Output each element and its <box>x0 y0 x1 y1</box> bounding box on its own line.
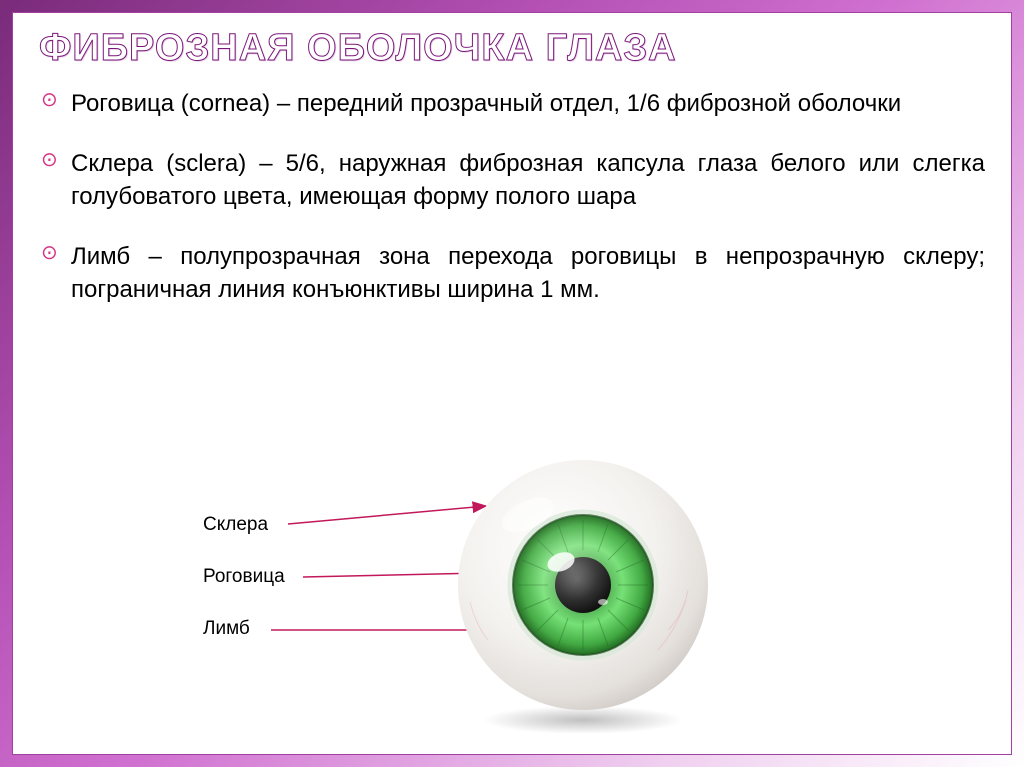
cornea-gloss <box>509 511 657 659</box>
eye-diagram: Склера Роговица Лимб <box>203 444 843 744</box>
eyeball-svg <box>433 450 733 740</box>
bullet-list: Роговица (cornea) – передний прозрачный … <box>39 88 985 306</box>
bullet-sclera: Склера (sclera) – 5/6, наружная фиброзна… <box>39 148 985 213</box>
bullet-limbus: Лимб – полупрозрачная зона перехода рого… <box>39 241 985 306</box>
eye-shadow <box>483 706 683 734</box>
page-title: ФИБРОЗНАЯ ОБОЛОЧКА ГЛАЗА <box>39 27 985 70</box>
bullet-cornea: Роговица (cornea) – передний прозрачный … <box>39 88 985 120</box>
highlight-small <box>598 599 608 605</box>
